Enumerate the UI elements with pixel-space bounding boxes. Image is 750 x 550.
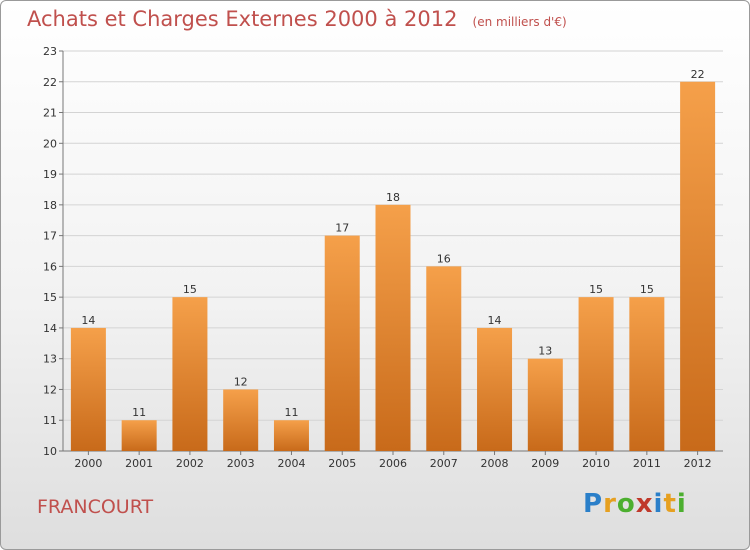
bar	[121, 420, 157, 451]
chart-title: Achats et Charges Externes 2000 à 2012 (…	[27, 7, 567, 31]
x-tick-label: 2001	[125, 457, 153, 470]
x-tick-label: 2012	[684, 457, 712, 470]
bar-value-label: 17	[335, 222, 349, 235]
bar	[527, 358, 563, 451]
bar	[426, 266, 462, 451]
x-tick-label: 2008	[481, 457, 509, 470]
y-tick-label: 14	[43, 322, 57, 335]
y-tick-label: 15	[43, 291, 57, 304]
x-tick-label: 2011	[633, 457, 661, 470]
x-tick-label: 2010	[582, 457, 610, 470]
x-tick-label: 2002	[176, 457, 204, 470]
bar	[375, 204, 411, 451]
proxiti-logo: Proxiti	[583, 489, 687, 519]
logo-letter: r	[603, 489, 617, 519]
unit-note: (en milliers d'€)	[472, 15, 567, 29]
x-tick-label: 2009	[531, 457, 559, 470]
bar-value-label: 15	[183, 283, 197, 296]
bar	[273, 420, 309, 451]
logo-letter: x	[635, 489, 654, 519]
logo-letter: P	[583, 489, 604, 519]
bar-value-label: 15	[640, 283, 654, 296]
y-tick-label: 17	[43, 230, 57, 243]
bar-value-label: 12	[234, 375, 248, 388]
y-tick-label: 13	[43, 353, 57, 366]
y-tick-label: 12	[43, 383, 57, 396]
bar	[223, 389, 259, 451]
x-tick-label: 2007	[430, 457, 458, 470]
bar-value-label: 14	[488, 314, 502, 327]
bar	[629, 297, 665, 451]
logo-letter: i	[676, 489, 687, 519]
logo-letter: o	[616, 489, 636, 519]
bars	[70, 81, 716, 452]
x-tick-label: 2005	[328, 457, 356, 470]
x-tick-label: 2004	[277, 457, 305, 470]
y-tick-label: 18	[43, 199, 57, 212]
bar-value-label: 22	[691, 68, 705, 81]
bar-value-label: 15	[589, 283, 603, 296]
bar-value-label: 16	[437, 252, 451, 265]
y-tick-label: 19	[43, 168, 57, 181]
commune-name: FRANCOURT	[37, 496, 154, 518]
bar-value-label: 14	[81, 314, 95, 327]
logo-letter: i	[653, 489, 664, 519]
y-tick-label: 16	[43, 260, 57, 273]
bar-value-label: 18	[386, 191, 400, 204]
bar	[70, 327, 106, 451]
y-tick-label: 10	[43, 445, 57, 458]
bar	[680, 81, 716, 452]
bar-value-label: 13	[538, 345, 552, 358]
labels: 10 11 12 13 14 15 16 17 18 19 20 21 22 23 14 2000 11 2001…	[43, 45, 712, 470]
bar	[324, 235, 360, 451]
bar	[477, 327, 513, 451]
bar-value-label: 11	[284, 406, 298, 419]
y-tick-label: 23	[43, 45, 57, 58]
y-tick-label: 11	[43, 414, 57, 427]
x-tick-label: 2006	[379, 457, 407, 470]
x-tick-label: 2000	[74, 457, 102, 470]
logo-letter: t	[663, 489, 677, 519]
y-tick-label: 20	[43, 137, 57, 150]
bar-value-label: 11	[132, 406, 146, 419]
y-tick-label: 22	[43, 76, 57, 89]
x-tick-label: 2003	[227, 457, 255, 470]
title-text: Achats et Charges Externes 2000 à 2012	[27, 7, 458, 31]
bar	[172, 297, 208, 451]
bar	[578, 297, 614, 451]
y-tick-label: 21	[43, 107, 57, 120]
